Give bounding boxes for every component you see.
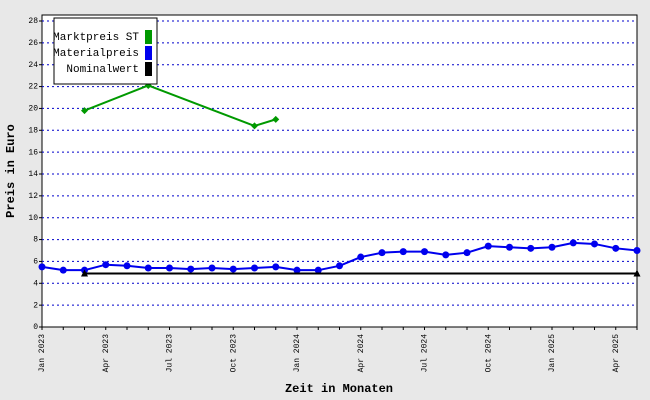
point xyxy=(144,264,152,272)
line-segment xyxy=(445,251,468,256)
legend-swatch xyxy=(145,30,152,44)
x-tick-label: Jul 2024 xyxy=(421,334,430,373)
y-tick-label: 8 xyxy=(33,236,38,245)
point xyxy=(591,240,598,248)
y-tick-label: 20 xyxy=(28,105,38,114)
point xyxy=(187,265,195,273)
line-segment xyxy=(573,241,595,245)
legend-label: Marktpreis ST xyxy=(53,32,139,44)
point xyxy=(484,242,492,250)
line-segment xyxy=(233,266,255,271)
x-tick-label: Apr 2025 xyxy=(612,334,621,373)
x-tick-label: Jan 2024 xyxy=(293,334,302,373)
point xyxy=(612,244,620,252)
point xyxy=(293,266,301,274)
line-segment xyxy=(169,266,191,271)
point xyxy=(442,251,450,259)
point xyxy=(123,262,131,270)
y-tick-label: 12 xyxy=(28,192,38,201)
legend-label: Nominalwert xyxy=(66,64,139,76)
line-segment xyxy=(339,256,362,267)
line-segment xyxy=(509,246,531,250)
line-segment xyxy=(84,263,106,272)
line-segment xyxy=(105,263,128,267)
point xyxy=(527,244,535,252)
line-segment xyxy=(147,84,255,127)
line-segment xyxy=(594,242,616,250)
point xyxy=(272,263,280,271)
line-segment xyxy=(318,264,340,272)
line-segment xyxy=(488,245,510,249)
line-segment xyxy=(126,264,149,269)
legend: Marktpreis ST Materialpreis Nominalwert xyxy=(53,17,158,85)
legend-box xyxy=(53,17,158,85)
point xyxy=(399,248,407,256)
x-tick-label: Jan 2023 xyxy=(38,334,47,373)
line-segment xyxy=(615,247,638,252)
y-tick-label: 4 xyxy=(33,279,38,288)
point xyxy=(81,269,88,277)
legend-label: Materialpreis xyxy=(53,48,139,60)
y-tick-label: 24 xyxy=(28,61,38,70)
line-segment xyxy=(41,265,64,272)
x-tick-label: Oct 2023 xyxy=(229,334,238,373)
x-axis-title: Zeit in Monaten xyxy=(285,382,393,396)
point xyxy=(229,265,237,273)
line-segment xyxy=(551,241,574,249)
y-tick-label: 28 xyxy=(28,17,38,26)
point xyxy=(357,253,365,261)
point xyxy=(208,264,216,272)
legend-swatch xyxy=(145,46,152,60)
y-tick-label: 2 xyxy=(33,301,38,310)
y-tick-label: 14 xyxy=(28,170,38,179)
line-segment xyxy=(530,246,553,250)
y-tick-label: 26 xyxy=(28,39,38,48)
x-tick-label: Apr 2023 xyxy=(102,334,111,373)
line-segment xyxy=(466,245,489,254)
point xyxy=(463,249,471,257)
y-axis-title: Preis in Euro xyxy=(4,124,18,218)
legend-swatch xyxy=(145,62,152,76)
point xyxy=(166,264,173,272)
point xyxy=(336,262,343,270)
x-tick-label: Oct 2024 xyxy=(484,334,493,373)
line-segment xyxy=(211,266,234,271)
point xyxy=(569,239,577,247)
point xyxy=(102,261,110,269)
x-tick-label: Apr 2024 xyxy=(357,334,366,373)
point xyxy=(251,122,258,130)
line-segment xyxy=(360,251,383,259)
y-tick-label: 16 xyxy=(28,148,38,157)
x-tick-label: Jul 2023 xyxy=(166,334,175,373)
line-segment xyxy=(381,250,404,254)
point xyxy=(421,248,428,256)
point xyxy=(378,249,386,257)
line-segment xyxy=(190,266,213,271)
point xyxy=(314,266,322,274)
point xyxy=(251,264,258,272)
line-segment xyxy=(254,118,277,127)
line-segment xyxy=(275,265,298,272)
y-tick-label: 22 xyxy=(28,83,38,92)
y-tick-label: 6 xyxy=(33,258,38,267)
line-segment xyxy=(84,84,149,112)
point xyxy=(272,115,280,123)
point xyxy=(633,269,641,277)
point xyxy=(506,243,513,251)
point xyxy=(81,107,88,115)
line-segment xyxy=(254,265,276,269)
point xyxy=(59,266,67,274)
point xyxy=(548,243,556,251)
y-tick-label: 18 xyxy=(28,126,38,135)
line-segment xyxy=(424,250,446,256)
point xyxy=(633,247,641,254)
x-tick-label: Jan 2025 xyxy=(548,334,557,373)
y-tick-label: 0 xyxy=(33,323,38,332)
point xyxy=(38,263,46,271)
y-tick-label: 10 xyxy=(28,214,38,223)
